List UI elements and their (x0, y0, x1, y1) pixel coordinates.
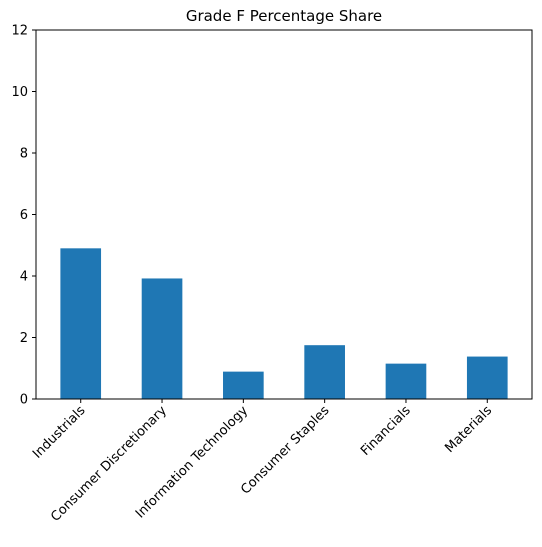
bar-information-technology (223, 371, 264, 399)
y-tick-label: 8 (20, 147, 28, 162)
y-tick-label: 6 (20, 208, 28, 223)
bars-group (60, 248, 508, 399)
x-tick-label: Industrials (30, 403, 89, 462)
y-tick-label: 12 (11, 24, 28, 39)
bar-industrials (60, 248, 102, 399)
bar-consumer-staples (304, 345, 345, 399)
plot-frame (35, 29, 533, 400)
bar-materials (466, 356, 508, 399)
y-tick-label: 2 (20, 331, 28, 346)
bar-consumer-discretionary (141, 278, 183, 399)
chart-title: Grade F Percentage Share (186, 7, 382, 25)
x-tick-label: Consumer Staples (238, 403, 332, 497)
bar-financials (385, 363, 427, 399)
y-tick-label: 0 (20, 393, 28, 408)
y-tick-label: 4 (20, 270, 28, 285)
y-axis: 0 2 4 6 8 10 12 (11, 24, 36, 408)
x-tick-label: Financials (358, 403, 414, 459)
y-tick-label: 10 (11, 85, 28, 100)
x-tick-label: Materials (442, 403, 495, 456)
